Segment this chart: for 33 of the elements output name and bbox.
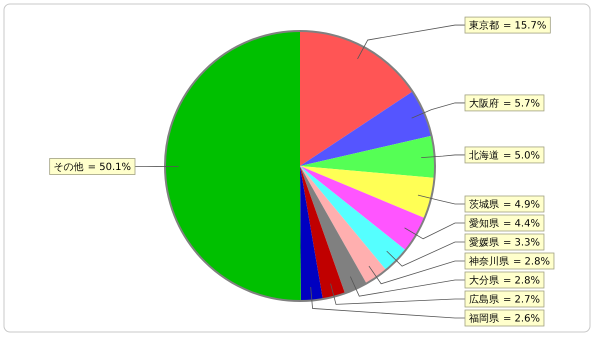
- pie-slice: [300, 136, 435, 178]
- data-label: = 2.8%: [503, 276, 540, 286]
- pie-slice: [300, 92, 432, 166]
- pie-slice: [300, 166, 386, 284]
- slice-label: 大分県: [469, 274, 499, 286]
- pie-slice: [300, 166, 345, 300]
- slice-label: 広島県: [469, 294, 499, 306]
- data-label: = 50.1%: [88, 162, 131, 174]
- data-label: = 2.7%: [503, 294, 540, 306]
- data-label: = 5.0%: [503, 150, 540, 162]
- data-label: = 2.8%: [513, 256, 550, 268]
- data-label: = 4.4%: [503, 218, 540, 230]
- slice-label: その他: [54, 161, 84, 174]
- pie-slice: [300, 166, 367, 294]
- pie-slice: [300, 166, 434, 218]
- pie-slice: [300, 166, 406, 270]
- pie-slice: [300, 166, 425, 250]
- data-label: = 15.7%: [503, 20, 546, 32]
- data-label: = 4.9%: [503, 200, 540, 210]
- slice-label: 神奈川県: [469, 256, 509, 268]
- slice-label: 愛知県: [469, 218, 499, 230]
- data-label: = 5.7%: [503, 98, 540, 110]
- slice-label: 茨城県: [469, 198, 499, 210]
- pie-slice: [165, 31, 301, 301]
- slice-label: 大阪府: [469, 97, 499, 110]
- pie-slice: [300, 166, 323, 301]
- slice-label: 福岡県: [469, 312, 499, 324]
- slice-label: 北海道: [469, 149, 499, 162]
- data-label: = 2.6%: [503, 314, 540, 324]
- pie-slice: [300, 31, 413, 166]
- slice-label: 東京都: [469, 20, 499, 32]
- data-label: = 3.3%: [503, 238, 540, 248]
- slice-label: 愛媛県: [469, 236, 499, 248]
